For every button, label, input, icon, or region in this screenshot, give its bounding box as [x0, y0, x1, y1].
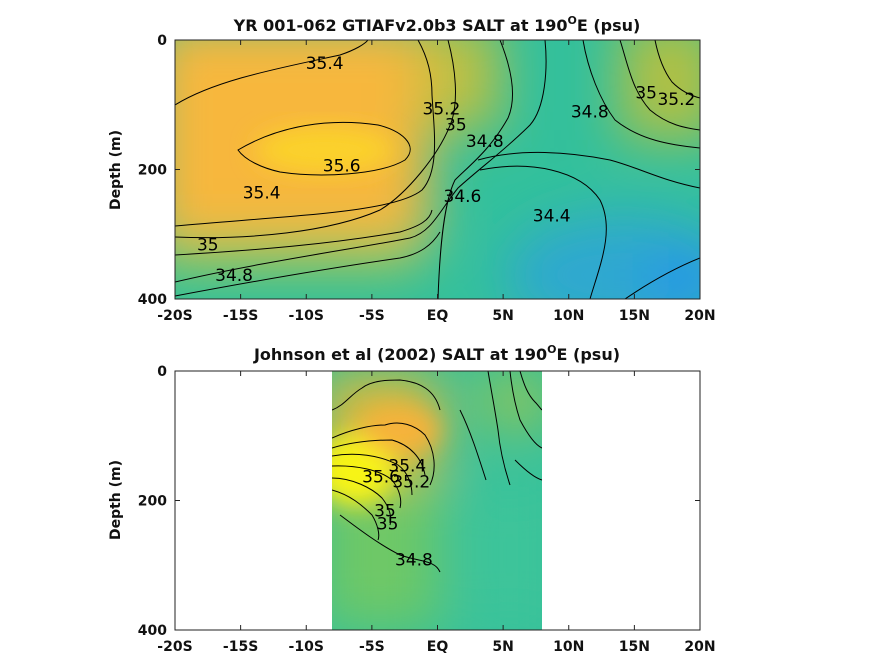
top-ylabel: Depth (m): [108, 130, 124, 210]
top-xtick-label: 15N: [619, 308, 650, 324]
top-xtick-label: 10N: [553, 308, 584, 324]
bottom-ytick-label: 400: [138, 623, 167, 639]
top-contour-label: 35: [197, 235, 219, 255]
bottom-contour-label: 34.8: [395, 550, 433, 570]
top-contour-label: 35.2: [657, 90, 695, 110]
bottom-xtick-label: 15N: [619, 639, 650, 655]
top-contour-label: 35.4: [306, 54, 344, 74]
top-ytick-label: 0: [157, 33, 167, 49]
top-xtick-label: -20S: [157, 308, 192, 324]
top-contour-label: 34.6: [444, 187, 482, 207]
top-ytick-label: 200: [138, 163, 167, 179]
bottom-xtick-label: -15S: [223, 639, 258, 655]
bottom-contours: [332, 371, 542, 573]
bottom-contour-label: 35.6: [362, 467, 400, 487]
bottom-contour-label: 35.2: [392, 473, 430, 493]
bottom-panel: Johnson et al (2002) SALT at 190OE (psu): [108, 343, 716, 655]
top-contour-label: 35.4: [243, 184, 281, 204]
top-xtick-label: -10S: [289, 308, 324, 324]
bottom-title: Johnson et al (2002) SALT at 190OE (psu): [253, 343, 620, 364]
top-contour-label: 34.4: [533, 206, 571, 226]
top-xtick-label: 5N: [492, 308, 513, 324]
top-contour-label: 34.8: [215, 266, 253, 286]
top-axis-ticks: -20S -15S -10S -5S EQ 5N 10N 15N 20N 0 200 400: [138, 33, 716, 324]
top-ytick-label: 400: [138, 292, 167, 308]
top-contour-label: 35.6: [323, 156, 361, 176]
bottom-xtick-label: -10S: [289, 639, 324, 655]
top-contour-label: 35.2: [423, 99, 461, 119]
top-title: YR 001-062 GTIAFv2.0b3 SALT at 190OE (ps…: [233, 14, 641, 35]
bottom-axis-ticks: -20S -15S -10S -5S EQ 5N 10N 15N 20N 0 200 400: [138, 364, 716, 655]
bottom-ytick-label: 0: [157, 364, 167, 380]
bottom-xtick-label: -20S: [157, 639, 192, 655]
bottom-contour-label: 35: [374, 502, 396, 522]
top-xtick-label: -5S: [359, 308, 385, 324]
top-xtick-label: -15S: [223, 308, 258, 324]
bottom-ylabel: Depth (m): [108, 460, 124, 540]
bottom-ytick-label: 200: [138, 494, 167, 510]
top-contour-label: 34.8: [571, 103, 609, 123]
bottom-xtick-label: -5S: [359, 639, 385, 655]
bottom-xtick-label: 5N: [492, 639, 513, 655]
bottom-contour-label: 35: [377, 515, 399, 535]
top-xtick-label: EQ: [427, 308, 449, 324]
top-contour-label: 35: [635, 83, 657, 103]
top-contour-label: 35: [445, 116, 467, 136]
bottom-xtick-label: EQ: [427, 639, 449, 655]
bottom-contour-label: 35.4: [388, 456, 426, 476]
top-panel: YR 001-062 GTIAFv2.0b3 SALT at 190OE (ps…: [108, 14, 716, 324]
bottom-xtick-label: 20N: [684, 639, 715, 655]
top-contour-label: 34.8: [466, 132, 504, 152]
bottom-xtick-label: 10N: [553, 639, 584, 655]
top-xtick-label: 20N: [684, 308, 715, 324]
top-contours: [175, 40, 700, 299]
